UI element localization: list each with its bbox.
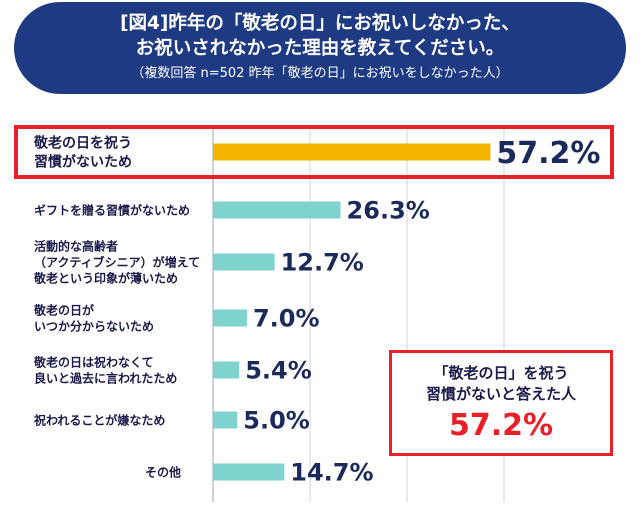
value-label-2: 26.3%	[347, 197, 430, 225]
value-label-3: 12.7%	[281, 249, 364, 277]
chart-subtitle: （複数回答 n=502 昨年「敬老の日」にお祝いをしなかった人）	[131, 66, 509, 81]
value-label-4: 7.0%	[253, 305, 320, 333]
chart-title-line-2: お祝いされなかった理由を教えてください。	[135, 38, 505, 59]
category-label-7: その他	[145, 464, 181, 479]
callout-line-1: 「敬老の日」を祝う	[433, 364, 569, 382]
bar-4	[213, 309, 247, 327]
category-label-5: 敬老の日は祝わなくて良いと過去に言われたため	[33, 354, 177, 385]
bar-1	[213, 143, 491, 161]
callout-value: 57.2%	[448, 408, 554, 443]
category-label-2: ギフトを贈る習慣がないため	[34, 202, 190, 217]
callout-line-2: 習慣がないと答えた人	[425, 385, 576, 403]
bar-2	[213, 201, 341, 219]
bar-6	[213, 411, 238, 429]
title-banner: [図4]昨年の「敬老の日」にお祝いしなかった、 お祝いされなかった理由を教えてく…	[14, 2, 626, 94]
chart-title-line-1: [図4]昨年の「敬老の日」にお祝いしなかった、	[120, 13, 520, 34]
value-label-6: 5.0%	[243, 407, 310, 435]
category-label-3: 活動的な高齢者（アクティブシニア）が増えて敬老という印象が薄いため	[33, 238, 200, 285]
callout-box: 「敬老の日」を祝う 習慣がないと答えた人 57.2%	[389, 350, 613, 456]
value-label-1: 57.2%	[496, 136, 600, 171]
value-label-5: 5.4%	[245, 357, 312, 385]
bar-3	[213, 253, 275, 271]
bar-7	[213, 463, 285, 481]
category-label-4: 敬老の日がいつか分からないため	[33, 302, 154, 333]
bar-5	[213, 361, 240, 379]
category-label-6: 祝われることが嫌なため	[34, 412, 165, 427]
highlight-frame	[14, 125, 614, 179]
category-label-1: 敬老の日を祝う習慣がないため	[33, 135, 132, 171]
value-label-7: 14.7%	[290, 459, 373, 487]
